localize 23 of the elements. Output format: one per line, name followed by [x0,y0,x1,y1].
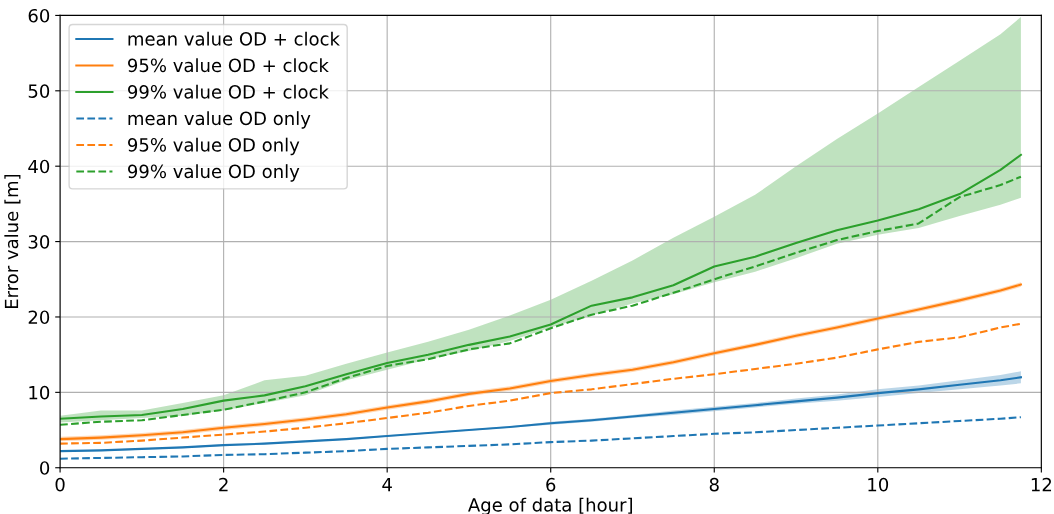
legend-label: mean value OD only [128,111,311,129]
y-tick-label: 20 [28,310,50,325]
y-tick-label: 0 [40,461,50,475]
x-tick-label: 12 [1031,477,1052,492]
x-tick-label: 6 [546,477,556,492]
x-tick-label: 10 [868,477,889,492]
y-tick-label: 50 [28,84,50,98]
line-series [60,322,1022,445]
x-tick-label: 0 [55,477,65,492]
y-axis-title: Error value [m] [4,174,21,309]
x-tick-label: 8 [709,477,719,492]
y-tick-label: 10 [29,385,50,400]
y-tick-label: 60 [28,8,50,23]
x-tick-label: 2 [219,477,228,492]
legend-label: 95% value OD only [128,137,300,156]
y-tick-label: 40 [28,159,50,174]
legend-label: 95% value OD + clock [128,58,329,73]
legend-label: 99% value OD + clock [128,84,329,99]
legend-label: 99% value OD only [128,164,300,182]
line-series [60,416,1022,460]
y-tick-label: 30 [28,235,50,249]
legend-label: mean value OD + clock [128,31,340,46]
x-tick-label: 4 [382,478,392,492]
